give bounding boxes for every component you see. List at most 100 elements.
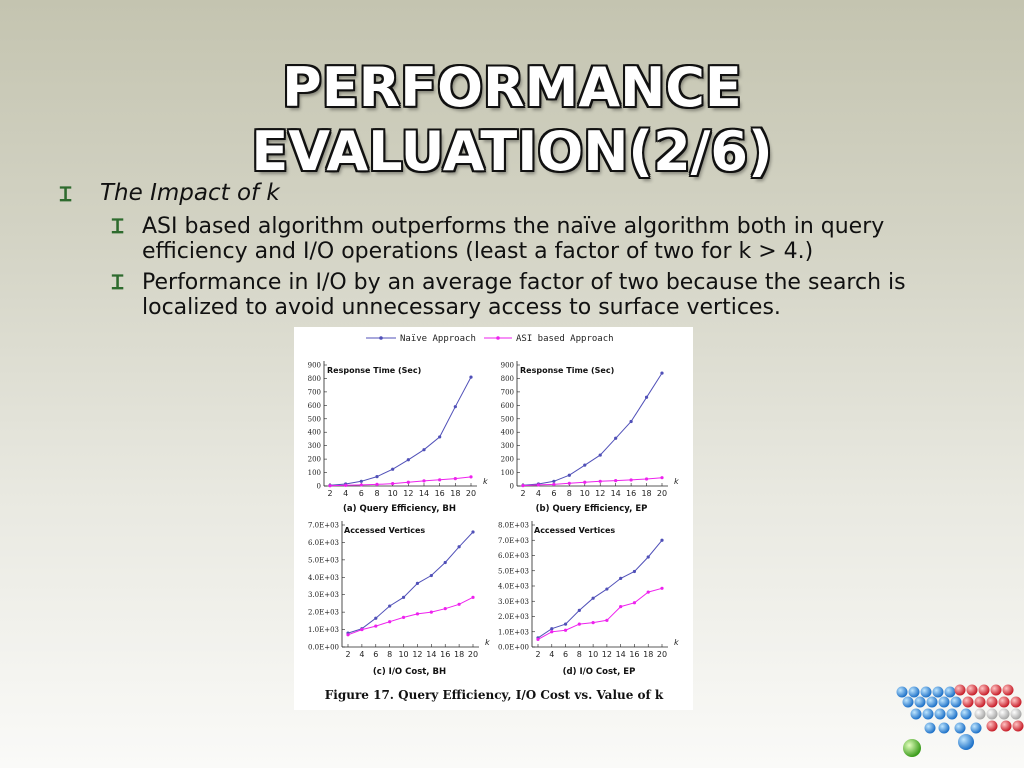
panel-2-y-tick-label: 500 xyxy=(501,415,514,423)
panel-4-y-tick-label: 2.0E+03 xyxy=(498,613,529,621)
figure-17: Naïve Approach ASI based Approach 0 100 20… xyxy=(294,327,693,710)
figure-legend: Naïve Approach ASI based Approach xyxy=(366,334,614,344)
panel-1-y-tick-label: 100 xyxy=(308,469,321,477)
panel-1-naive-point xyxy=(453,405,457,409)
panel-4-naive-point xyxy=(577,608,581,612)
panel-2-naive-point xyxy=(552,479,556,483)
panel-3-x-tick-label: 4 xyxy=(359,650,364,659)
molecule-ball-icon xyxy=(910,708,922,720)
molecule-ball-icon xyxy=(908,686,920,698)
panel-1-naive-point xyxy=(359,479,363,483)
panel-3-naive-point xyxy=(401,595,406,599)
molecule-ball-icon xyxy=(1010,708,1022,720)
molecule-decoration-icon xyxy=(896,684,1024,757)
molecule-ball-icon xyxy=(986,708,998,720)
panel-3-asi-point xyxy=(346,633,350,637)
panel-3-x-tick-label: 6 xyxy=(373,650,378,659)
panel-3-x-tick-label: 18 xyxy=(454,650,464,659)
blue-ball-icon xyxy=(958,734,974,750)
title-line-2: EVALUATION(2/6) xyxy=(251,120,773,183)
panel-3-x-axis-label: k xyxy=(485,638,490,647)
title-line-1: PERFORMANCE xyxy=(282,56,742,119)
panel-3-asi-point xyxy=(443,607,447,611)
panel-4-y-tick-label: 8.0E+03 xyxy=(498,522,529,530)
panel-4-asi-point xyxy=(619,604,623,609)
panel-4-x-tick-label: 10 xyxy=(588,650,598,659)
panel-1-naive-point xyxy=(422,448,426,452)
molecule-ball-icon xyxy=(986,720,998,732)
panel-1-asi-point xyxy=(375,482,379,486)
panel-1-asi-point xyxy=(359,483,363,487)
panel-3-naive-point xyxy=(471,530,475,534)
bullet-main: Ɪ The Impact of k xyxy=(60,180,960,208)
panel-2-y-tick-label: 200 xyxy=(501,456,514,464)
panel-1-naive-series-line xyxy=(329,376,472,486)
panel-2-x-tick-label: 2 xyxy=(520,489,525,498)
panel-1-x-tick-label: 10 xyxy=(388,489,398,498)
molecule-ball-icon xyxy=(1010,696,1022,708)
panel-3-asi-point xyxy=(388,620,392,624)
sub-bullet-1: Ɪ ASI based algorithm outperforms the na… xyxy=(112,214,960,264)
bullet-marker-icon: Ɪ xyxy=(112,270,124,294)
panel-4-naive-point xyxy=(619,576,623,580)
panel-1-asi-point xyxy=(438,478,442,482)
panel-3-asi-point xyxy=(374,624,378,628)
panel-3-y-tick-label: 5.0E+03 xyxy=(308,556,339,564)
panel-2-x-axis-label: k xyxy=(674,477,679,486)
panel-2-y-tick-label: 100 xyxy=(501,469,514,477)
panel-2-x-tick-label: 18 xyxy=(641,489,651,498)
panel-2-asi-point xyxy=(629,478,633,482)
panel-1-naive-point xyxy=(469,375,473,379)
panel-4-x-tick-label: 2 xyxy=(535,650,540,659)
molecule-ball-icon xyxy=(946,708,958,720)
panel-1-y-tick-label: 0 xyxy=(317,483,321,491)
figure-caption: Figure 17. Query Efficiency, I/O Cost vs… xyxy=(325,688,664,702)
panel-4-naive-point xyxy=(632,569,637,574)
panel-3-asi-point xyxy=(471,595,475,599)
panel-1-asi-point xyxy=(422,479,426,483)
panel-1-title: Response Time (Sec) xyxy=(327,366,421,375)
sub-bullet-1-text: ASI based algorithm outperforms the naïv… xyxy=(142,214,885,264)
panel-3-naive-point xyxy=(388,604,392,608)
panel-1-y-tick-label: 400 xyxy=(308,429,321,437)
panel-1-y-tick-label: 800 xyxy=(308,375,321,383)
panel-4-x-axis-label: k xyxy=(674,638,679,647)
slide-title: PERFORMANCE EVALUATION(2/6) xyxy=(0,56,1024,184)
panel-2-x-tick-label: 10 xyxy=(580,489,590,498)
panel-4-asi-point xyxy=(646,590,650,594)
panel-4-asi-point xyxy=(536,637,540,641)
panel-4-x-tick-label: 12 xyxy=(602,650,612,659)
panel-2-x-tick-label: 20 xyxy=(657,489,667,498)
panel-3-naive-point xyxy=(457,545,461,549)
panel-4-naive-point xyxy=(563,622,568,626)
panel-1-x-tick-label: 18 xyxy=(450,489,460,498)
bullet-marker-icon: Ɪ xyxy=(112,214,124,238)
panel-4-y-tick-label: 0.0E+00 xyxy=(498,644,529,652)
panel-1-naive-point xyxy=(438,435,442,439)
panel-1-naive-point xyxy=(391,467,395,471)
panel-1-naive-point xyxy=(375,474,379,479)
panel-4-asi-point xyxy=(550,630,554,634)
molecule-ball-icon xyxy=(922,708,934,720)
panel-2-x-tick-label: 6 xyxy=(551,489,556,498)
panel-2-x-tick-label: 4 xyxy=(536,489,541,498)
molecule-ball-icon xyxy=(950,696,962,708)
panel-3-asi-point xyxy=(415,612,420,616)
panel-4-asi-point xyxy=(632,601,637,605)
panel-4-naive-point xyxy=(591,596,595,600)
panel-2-asi-point xyxy=(567,481,571,485)
molecule-ball-icon xyxy=(1000,720,1012,732)
panel-3-naive-point xyxy=(415,581,420,585)
panel-3-naive-point xyxy=(429,573,433,578)
sub-bullet-2-text: Performance in I/O by an average factor … xyxy=(142,270,906,320)
panel-4-asi-point xyxy=(577,622,581,626)
panel-1-x-tick-label: 2 xyxy=(327,489,332,498)
panel-4-asi-point xyxy=(660,586,664,590)
panel-3-subcaption: (c) I/O Cost, BH xyxy=(373,667,446,677)
panel-4-subcaption: (d) I/O Cost, EP xyxy=(563,667,636,677)
molecule-ball-icon xyxy=(926,696,938,708)
panel-1-asi-point xyxy=(453,477,457,481)
panel-3-y-tick-label: 3.0E+03 xyxy=(308,591,339,599)
panel-2-naive-point xyxy=(598,453,602,457)
molecule-ball-icon xyxy=(954,684,966,696)
